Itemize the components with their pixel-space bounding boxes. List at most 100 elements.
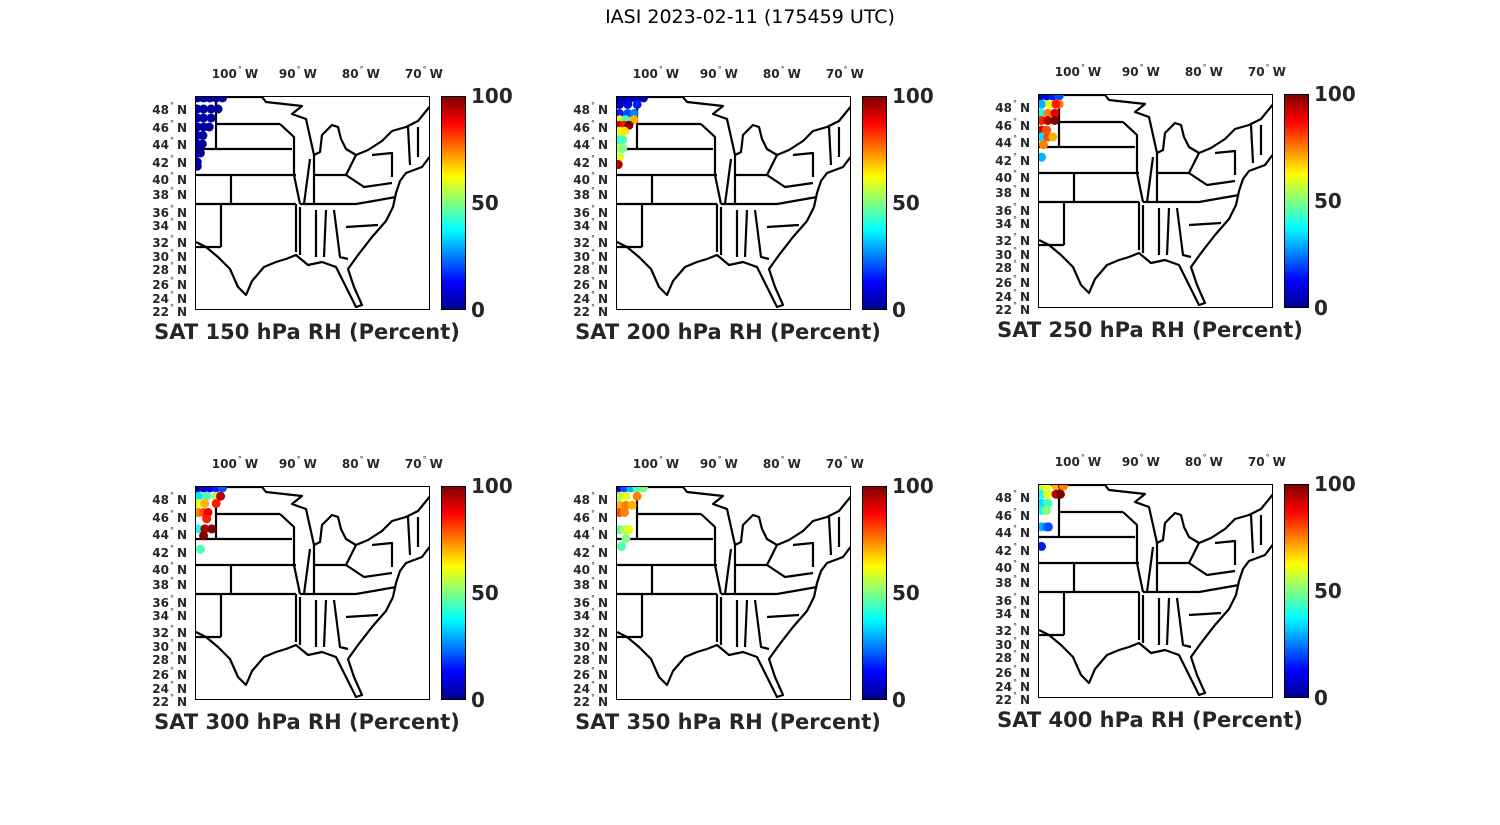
lat-tick-label: 28° N <box>573 261 608 277</box>
rh-observation-point <box>1045 99 1055 109</box>
degree-symbol: ° <box>590 666 595 675</box>
lat-tick-label: 24° N <box>573 681 608 696</box>
lat-hemisphere: N <box>597 103 608 117</box>
rh-observation-point <box>1050 116 1060 125</box>
lat-tick-label: 40° N <box>995 170 1030 185</box>
lat-tick-label: 48° N <box>995 100 1030 115</box>
lat-hemisphere: N <box>597 173 608 187</box>
rh-observation-point <box>213 104 223 114</box>
degree-symbol: ° <box>590 607 595 616</box>
lat-tick-label: 44° N <box>995 134 1030 150</box>
degree-symbol: ° <box>590 594 595 603</box>
colorbar-tick-label: 50 <box>892 191 920 215</box>
degree-symbol: ° <box>590 290 595 299</box>
lat-hemisphere: N <box>176 219 187 233</box>
lat-tick-value: 28 <box>995 261 1012 275</box>
lon-tick-label: 90° W <box>279 65 317 81</box>
lon-hemisphere: W <box>244 67 259 81</box>
lat-tick-value: 40 <box>995 561 1012 575</box>
colorbar-tick-label: 0 <box>892 688 906 712</box>
lat-tick-value: 48 <box>995 491 1012 505</box>
degree-symbol: ° <box>590 303 595 312</box>
lat-tick-label: 24° N <box>995 289 1030 304</box>
lat-tick-value: 36 <box>573 206 590 220</box>
degree-symbol: ° <box>1012 691 1017 700</box>
lon-tick-label: 100° W <box>1055 63 1101 79</box>
rh-observation-point <box>217 487 227 493</box>
lat-hemisphere: N <box>176 121 187 135</box>
lat-tick-value: 26 <box>995 666 1012 680</box>
lat-hemisphere: N <box>176 563 187 577</box>
colorbar-tick-label: 100 <box>1314 472 1356 496</box>
rh-observation-point <box>1042 125 1052 135</box>
lat-tick-value: 34 <box>573 219 590 233</box>
lon-tick-value: 70 <box>1247 65 1265 79</box>
rh-observation-point <box>627 500 637 510</box>
rh-observation-point <box>1039 541 1047 551</box>
lon-tick-label: 80° W <box>1185 453 1223 469</box>
map-axes <box>616 96 851 310</box>
degree-symbol: ° <box>296 455 301 464</box>
rh-observation-point <box>618 144 628 153</box>
lat-tick-label: 48° N <box>573 492 608 507</box>
degree-symbol: ° <box>169 509 174 518</box>
lat-hemisphere: N <box>1019 136 1030 150</box>
degree-symbol: ° <box>590 638 595 647</box>
colorbar-tick-label: 50 <box>892 581 920 605</box>
lat-tick-value: 22 <box>573 305 590 319</box>
lat-tick-label: 30° N <box>152 639 187 654</box>
lat-tick-label: 28° N <box>152 262 187 277</box>
rh-observation-point <box>199 104 209 114</box>
lat-tick-value: 30 <box>152 250 169 264</box>
lat-hemisphere: N <box>1019 607 1030 621</box>
degree-symbol: ° <box>843 455 848 464</box>
lat-hemisphere: N <box>597 682 608 696</box>
lat-hemisphere: N <box>176 236 187 250</box>
rh-observation-point <box>196 161 202 171</box>
lat-tick-label: 48° N <box>995 490 1030 505</box>
lat-hemisphere: N <box>597 668 608 682</box>
degree-symbol: ° <box>1139 453 1144 462</box>
rh-observation-point <box>623 99 633 109</box>
rh-observation-point <box>1042 506 1052 515</box>
lat-tick-label: 38° N <box>152 187 187 202</box>
lat-tick-label: 32° N <box>573 235 608 250</box>
lon-tick-label: 80° W <box>342 455 380 471</box>
lon-tick-value: 100 <box>1054 455 1080 469</box>
degree-symbol: ° <box>590 261 595 270</box>
lon-tick-value: 100 <box>1054 65 1080 79</box>
degree-symbol: ° <box>169 693 174 702</box>
degree-symbol: ° <box>590 509 595 518</box>
lon-hemisphere: W <box>1087 455 1102 469</box>
lon-tick-label: 80° W <box>342 65 380 81</box>
degree-symbol: ° <box>422 455 427 464</box>
lat-tick-value: 26 <box>573 668 590 682</box>
colorbar-tick-label: 0 <box>471 298 485 322</box>
lat-tick-label: 30° N <box>573 249 608 264</box>
map-canvas <box>1039 95 1272 307</box>
colorbar <box>1284 484 1309 698</box>
degree-symbol: ° <box>1012 134 1017 143</box>
degree-symbol: ° <box>717 455 722 464</box>
colorbar <box>862 486 887 700</box>
map-canvas <box>196 97 429 309</box>
rh-observation-point <box>199 113 209 123</box>
lat-tick-value: 30 <box>995 638 1012 652</box>
lat-tick-value: 40 <box>152 563 169 577</box>
lat-tick-value: 36 <box>995 204 1012 218</box>
lat-tick-label: 24° N <box>573 290 608 306</box>
degree-symbol: ° <box>169 561 174 570</box>
lat-hemisphere: N <box>597 292 608 306</box>
lon-hemisphere: W <box>366 457 380 471</box>
lat-tick-value: 38 <box>573 188 590 202</box>
rh-observation-point <box>1043 116 1053 125</box>
lat-hemisphere: N <box>1019 638 1030 652</box>
lat-hemisphere: N <box>176 292 187 306</box>
rh-observation-point <box>199 531 209 541</box>
lat-hemisphere: N <box>1019 276 1030 290</box>
degree-symbol: ° <box>1265 63 1270 72</box>
rh-observation-point <box>200 524 210 534</box>
lat-tick-label: 24° N <box>995 679 1030 694</box>
rh-observation-point <box>1054 95 1064 101</box>
state-boundaries <box>1039 485 1272 697</box>
